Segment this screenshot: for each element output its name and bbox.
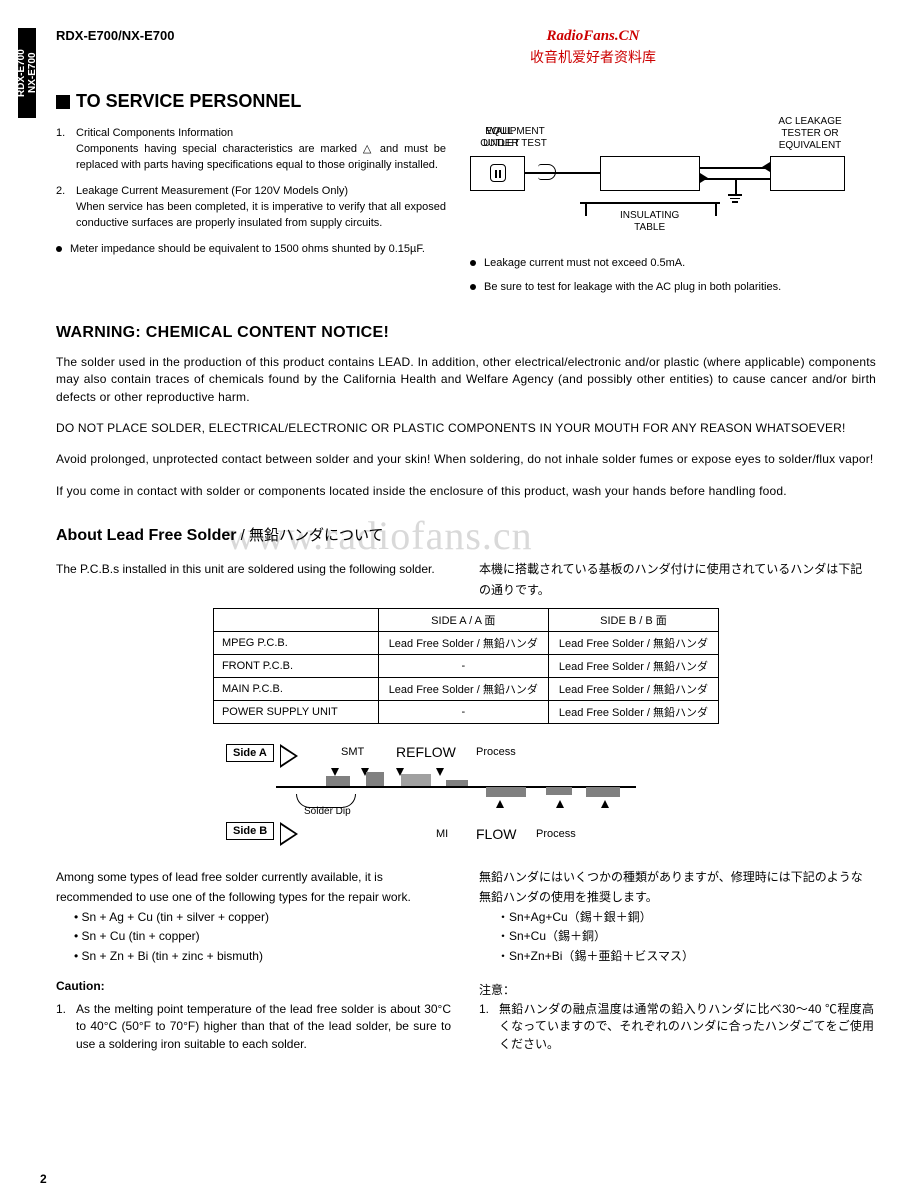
item-number: 1. — [56, 1001, 70, 1053]
table-cell: Lead Free Solder / 無鉛ハンダ — [378, 632, 548, 655]
caution-en-text: As the melting point temperature of the … — [76, 1001, 451, 1053]
reflow-label: REFLOW — [396, 744, 456, 760]
caution-jp-text: 無鉛ハンダの融点温度は通常の鉛入りハンダに比べ30～40 ℃程度高くなっています… — [499, 1001, 874, 1053]
item-number: 1. — [56, 126, 70, 174]
bullet-text: Be sure to test for leakage with the AC … — [484, 280, 781, 296]
table-row: FRONT P.C.B.-Lead Free Solder / 無鉛ハンダ — [213, 655, 718, 678]
item-body: Components having special characteristic… — [76, 143, 446, 171]
side-b-label: Side B — [226, 822, 274, 840]
mi-label: MI — [436, 828, 448, 840]
diagram-label-tester: AC LEAKAGETESTER OREQUIVALENT — [765, 116, 855, 152]
item-title: Leakage Current Measurement (For 120V Mo… — [76, 185, 348, 197]
arrow-right-icon — [280, 744, 298, 768]
about-intro-en: The P.C.B.s installed in this unit are s… — [56, 559, 451, 600]
about-title: About Lead Free Solder / 無鉛ハンダについて — [56, 524, 876, 545]
recommend-jp-col: 無鉛ハンダにはいくつかの種類がありますが、修理時には下記のような無鉛ハンダの使用… — [479, 868, 874, 1063]
table-cell: Lead Free Solder / 無鉛ハンダ — [548, 701, 718, 724]
table-cell: MAIN P.C.B. — [213, 678, 378, 701]
leakage-diagram: WALLOUTLET EQUIPMENTUNDER TEST AC LEAKAG… — [470, 126, 870, 256]
bullet-text: Meter impedance should be equivalent to … — [70, 242, 425, 258]
solder-dip-label: Solder Dip — [304, 806, 351, 817]
solder-table: SIDE A / A 面 SIDE B / B 面 MPEG P.C.B.Lea… — [213, 608, 719, 724]
table-header: SIDE A / A 面 — [378, 609, 548, 632]
table-row: SIDE A / A 面 SIDE B / B 面 — [213, 609, 718, 632]
ground-icon — [728, 194, 742, 203]
process-label: Process — [476, 746, 516, 758]
section-title-text: TO SERVICE PERSONNEL — [76, 91, 301, 112]
solder-type-item: ・Sn+Ag+Cu（錫＋銀＋銅） — [497, 908, 874, 928]
caution-label: Caution: — [56, 977, 451, 997]
diagram-label-eq: EQUIPMENTUNDER TEST — [470, 126, 560, 150]
table-cell: FRONT P.C.B. — [213, 655, 378, 678]
bullet-text: Leakage current must not exceed 0.5mA. — [484, 256, 685, 272]
list-item: 2. Leakage Current Measurement (For 120V… — [56, 184, 446, 232]
table-header: SIDE B / B 面 — [548, 609, 718, 632]
warning-title: WARNING: CHEMICAL CONTENT NOTICE! — [56, 324, 876, 342]
bullet-item: Leakage current must not exceed 0.5mA. — [470, 256, 870, 272]
table-cell: Lead Free Solder / 無鉛ハンダ — [548, 655, 718, 678]
solder-type-item: Sn + Ag + Cu (tin + silver + copper) — [74, 908, 451, 928]
bullet-icon — [470, 260, 476, 266]
solder-type-item: ・Sn+Zn+Bi（錫＋亜鉛＋ビスマス） — [497, 947, 874, 967]
item-title: Critical Components Information — [76, 127, 233, 139]
top-watermark: RadioFans.CN 收音机爱好者资料库 — [530, 28, 656, 67]
solder-type-item: ・Sn+Cu（錫＋銅） — [497, 927, 874, 947]
outlet-icon — [490, 164, 506, 182]
table-cell: Lead Free Solder / 無鉛ハンダ — [548, 632, 718, 655]
solder-type-item: Sn + Zn + Bi (tin + zinc + bismuth) — [74, 947, 451, 967]
recommend-jp-text: 無鉛ハンダにはいくつかの種類がありますが、修理時には下記のような無鉛ハンダの使用… — [479, 868, 874, 908]
item-number: 1. — [479, 1001, 493, 1053]
plug-icon — [538, 164, 556, 180]
flow-label: FLOW — [476, 826, 516, 842]
table-row: MAIN P.C.B.Lead Free Solder / 無鉛ハンダLead … — [213, 678, 718, 701]
warning-body: The solder used in the production of thi… — [56, 354, 876, 500]
about-title-jp: / 無鉛ハンダについて — [236, 527, 383, 544]
section-title-service: TO SERVICE PERSONNEL — [56, 91, 876, 112]
table-cell: - — [378, 701, 548, 724]
diagram-eq-box — [600, 156, 700, 191]
item-body: When service has been completed, it is i… — [76, 201, 446, 229]
warning-p: DO NOT PLACE SOLDER, ELECTRICAL/ELECTRON… — [56, 420, 876, 437]
diagram-label-table: INSULATINGTABLE — [620, 210, 679, 234]
process-label: Process — [536, 828, 576, 840]
smt-label: SMT — [341, 746, 364, 758]
table-cell: POWER SUPPLY UNIT — [213, 701, 378, 724]
bullet-item: Meter impedance should be equivalent to … — [56, 242, 446, 258]
model-header: RDX-E700/NX-E700 — [56, 28, 175, 67]
table-cell: MPEG P.C.B. — [213, 632, 378, 655]
watermark-en: RadioFans.CN — [530, 28, 656, 45]
bullet-icon — [470, 284, 476, 290]
table-cell: - — [378, 655, 548, 678]
watermark-cn: 收音机爱好者资料库 — [530, 47, 656, 67]
page-content: RDX-E700/NX-E700 RadioFans.CN 收音机爱好者资料库 … — [56, 28, 876, 1063]
solder-type-item: Sn + Cu (tin + copper) — [74, 927, 451, 947]
table-row: POWER SUPPLY UNIT-Lead Free Solder / 無鉛ハ… — [213, 701, 718, 724]
diagram-tester-box — [770, 156, 845, 191]
recommend-en-col: Among some types of lead free solder cur… — [56, 868, 451, 1063]
list-item: 1. Critical Components Information Compon… — [56, 126, 446, 174]
about-title-en: About Lead Free Solder — [56, 527, 236, 544]
page-number: 2 — [40, 1172, 47, 1186]
about-intro-jp: 本機に搭載されている基板のハンダ付けに使用されているハンダは下記の通りです。 — [479, 559, 874, 600]
square-bullet-icon — [56, 95, 70, 109]
process-diagram: Side A SMT REFLOW Process Solder Dip Sid… — [186, 734, 746, 854]
bullet-item: Be sure to test for leakage with the AC … — [470, 280, 870, 296]
table-cell: Lead Free Solder / 無鉛ハンダ — [378, 678, 548, 701]
arrow-right-icon — [280, 822, 298, 846]
table-cell: Lead Free Solder / 無鉛ハンダ — [548, 678, 718, 701]
warning-p: If you come in contact with solder or co… — [56, 483, 876, 500]
warning-p: Avoid prolonged, unprotected contact bet… — [56, 451, 876, 468]
side-a-label: Side A — [226, 744, 274, 762]
recommend-en-text: Among some types of lead free solder cur… — [56, 868, 451, 908]
warning-p: The solder used in the production of thi… — [56, 354, 876, 406]
table-row: MPEG P.C.B.Lead Free Solder / 無鉛ハンダLead … — [213, 632, 718, 655]
item-number: 2. — [56, 184, 70, 232]
side-model-tab: RDX-E700NX-E700 — [18, 28, 36, 118]
bullet-icon — [56, 246, 62, 252]
caution-jp-label: 注意： — [479, 981, 874, 1001]
